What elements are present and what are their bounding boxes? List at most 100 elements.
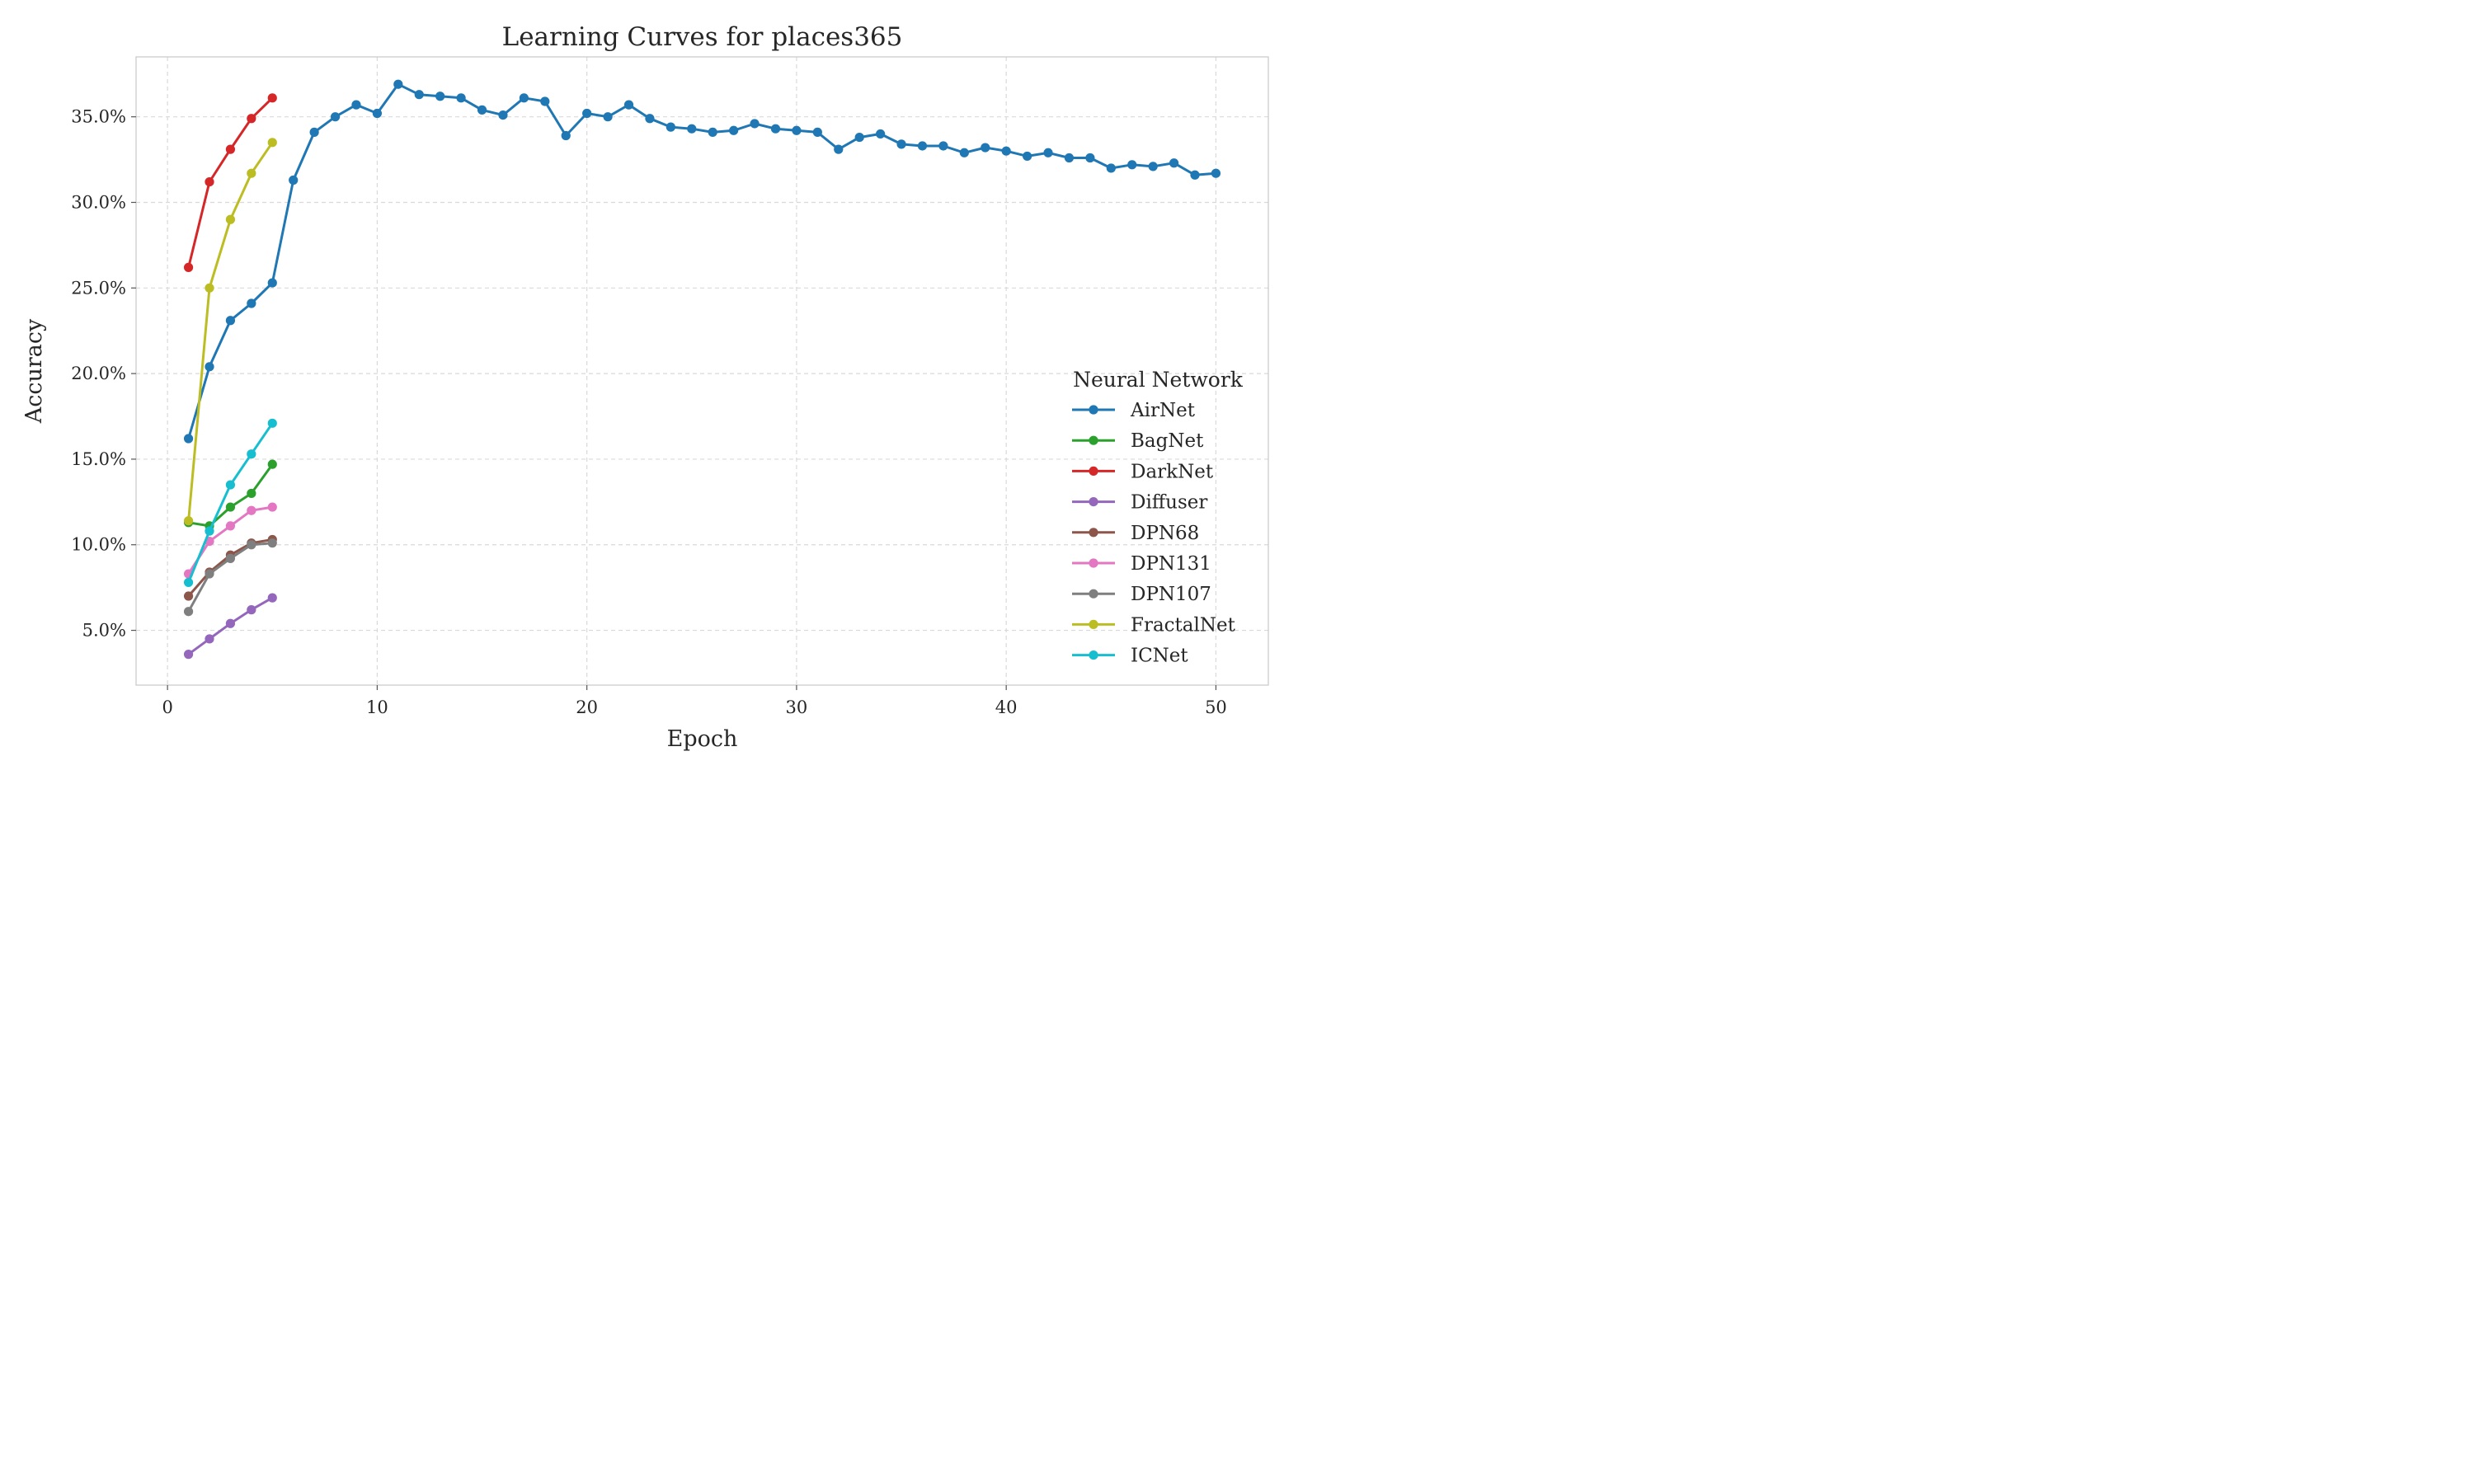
legend-item-dpn131: DPN131 — [1072, 553, 1211, 575]
data-point-airnet — [1023, 151, 1032, 162]
chart-figure: 0 10 20 30 40 50 5.0% 10.0% 15.0% 20.0% 25.0% 30.0%… — [0, 0, 1286, 772]
x-tick-label: 30 — [786, 697, 808, 717]
data-point-airnet — [812, 127, 822, 137]
series-bagnet — [183, 459, 277, 531]
data-point-airnet — [1043, 148, 1053, 157]
series-icnet — [183, 418, 277, 588]
data-point-bagnet — [267, 459, 277, 469]
plot-area-frame — [135, 56, 1269, 686]
data-point-airnet — [477, 105, 487, 115]
data-point-airnet — [666, 122, 675, 132]
data-point-airnet — [540, 96, 550, 106]
y-tick-label: 20.0% — [71, 364, 126, 383]
series-fractalnet — [183, 138, 277, 526]
data-point-airnet — [183, 434, 194, 444]
legend-item-icnet: ICNet — [1072, 646, 1188, 667]
legend-marker-bagnet — [1089, 435, 1098, 445]
legend-marker-airnet — [1089, 405, 1098, 415]
data-point-airnet — [687, 124, 697, 134]
data-point-bagnet — [247, 488, 256, 499]
legend-label-icnet: ICNet — [1131, 646, 1188, 667]
data-point-dpn107 — [205, 569, 214, 579]
grid-lines — [136, 57, 1268, 685]
legend-label-bagnet: BagNet — [1131, 430, 1204, 452]
data-point-airnet — [289, 175, 299, 186]
data-point-airnet — [309, 127, 319, 137]
data-point-darknet — [267, 93, 277, 103]
data-point-dpn107 — [183, 607, 194, 617]
data-point-airnet — [435, 92, 445, 101]
legend-label-dpn107: DPN107 — [1131, 584, 1211, 605]
y-tick-label: 5.0% — [82, 621, 126, 641]
y-axis-label: Accuracy — [21, 318, 47, 424]
data-point-diffuser — [267, 593, 277, 603]
data-point-fractalnet — [247, 168, 256, 178]
x-tick-label: 20 — [576, 697, 598, 717]
legend-marker-diffuser — [1089, 497, 1098, 507]
legend-title: Neural Network — [1073, 368, 1244, 392]
data-point-airnet — [247, 298, 256, 308]
data-point-dpn107 — [267, 538, 277, 548]
figure-background — [0, 0, 1286, 772]
data-point-airnet — [981, 143, 990, 153]
x-tick-label: 0 — [162, 697, 172, 717]
legend-marker-icnet — [1089, 650, 1098, 660]
data-point-dpn107 — [225, 553, 236, 563]
data-point-dpn131 — [247, 505, 256, 515]
data-point-airnet — [372, 108, 382, 119]
data-point-airnet — [205, 362, 214, 372]
data-point-airnet — [729, 125, 739, 135]
data-point-airnet — [623, 100, 634, 110]
data-point-dpn131 — [267, 502, 277, 512]
series-darknet — [183, 93, 277, 272]
data-point-airnet — [750, 119, 760, 129]
legend-label-fractalnet: FractalNet — [1131, 614, 1236, 636]
y-tick-label: 25.0% — [71, 278, 126, 298]
legend-marker-dpn68 — [1089, 528, 1098, 538]
data-point-airnet — [393, 79, 403, 89]
data-point-icnet — [183, 577, 194, 588]
data-point-airnet — [645, 114, 655, 124]
legend-item-dpn68: DPN68 — [1072, 523, 1199, 544]
data-point-airnet — [1127, 160, 1137, 170]
data-point-diffuser — [183, 650, 194, 660]
legend-item-bagnet: BagNet — [1072, 430, 1204, 452]
data-point-darknet — [225, 144, 236, 154]
data-point-airnet — [854, 132, 864, 143]
chart-svg: 0 10 20 30 40 50 5.0% 10.0% 15.0% 20.0% 25.0% 30.0%… — [0, 0, 1286, 772]
data-point-airnet — [792, 125, 802, 135]
legend-marker-darknet — [1089, 466, 1098, 477]
data-point-airnet — [1211, 168, 1221, 178]
series-dpn131 — [183, 502, 277, 579]
data-series — [183, 79, 1221, 660]
legend-marker-fractalnet — [1089, 619, 1098, 630]
axis-ticks: 0 10 20 30 40 50 5.0% 10.0% 15.0% 20.0% 25.0% 30.0%… — [71, 107, 1227, 717]
x-tick-label: 40 — [995, 697, 1018, 717]
data-point-bagnet — [225, 502, 236, 512]
chart-title: Learning Curves for places365 — [502, 22, 903, 52]
data-point-diffuser — [247, 605, 256, 615]
legend-label-diffuser: Diffuser — [1131, 492, 1207, 514]
data-point-dpn131 — [225, 521, 236, 531]
y-tick-label: 35.0% — [71, 107, 126, 127]
data-point-airnet — [876, 129, 886, 139]
data-point-airnet — [938, 141, 948, 151]
data-point-darknet — [247, 114, 256, 124]
data-point-airnet — [1085, 153, 1095, 163]
data-point-airnet — [1148, 162, 1158, 171]
data-point-airnet — [1001, 146, 1011, 156]
data-point-airnet — [456, 93, 466, 103]
data-point-airnet — [561, 130, 571, 141]
data-point-airnet — [959, 148, 969, 157]
legend-label-dpn131: DPN131 — [1131, 553, 1211, 575]
legend-marker-dpn107 — [1089, 589, 1098, 599]
data-point-airnet — [1106, 163, 1116, 173]
series-airnet — [183, 79, 1221, 444]
data-point-airnet — [414, 90, 424, 100]
data-point-airnet — [1190, 170, 1200, 180]
data-point-darknet — [183, 262, 194, 272]
y-tick-label: 10.0% — [71, 535, 126, 555]
data-point-icnet — [267, 418, 277, 428]
data-point-icnet — [247, 449, 256, 459]
data-point-airnet — [896, 139, 906, 149]
